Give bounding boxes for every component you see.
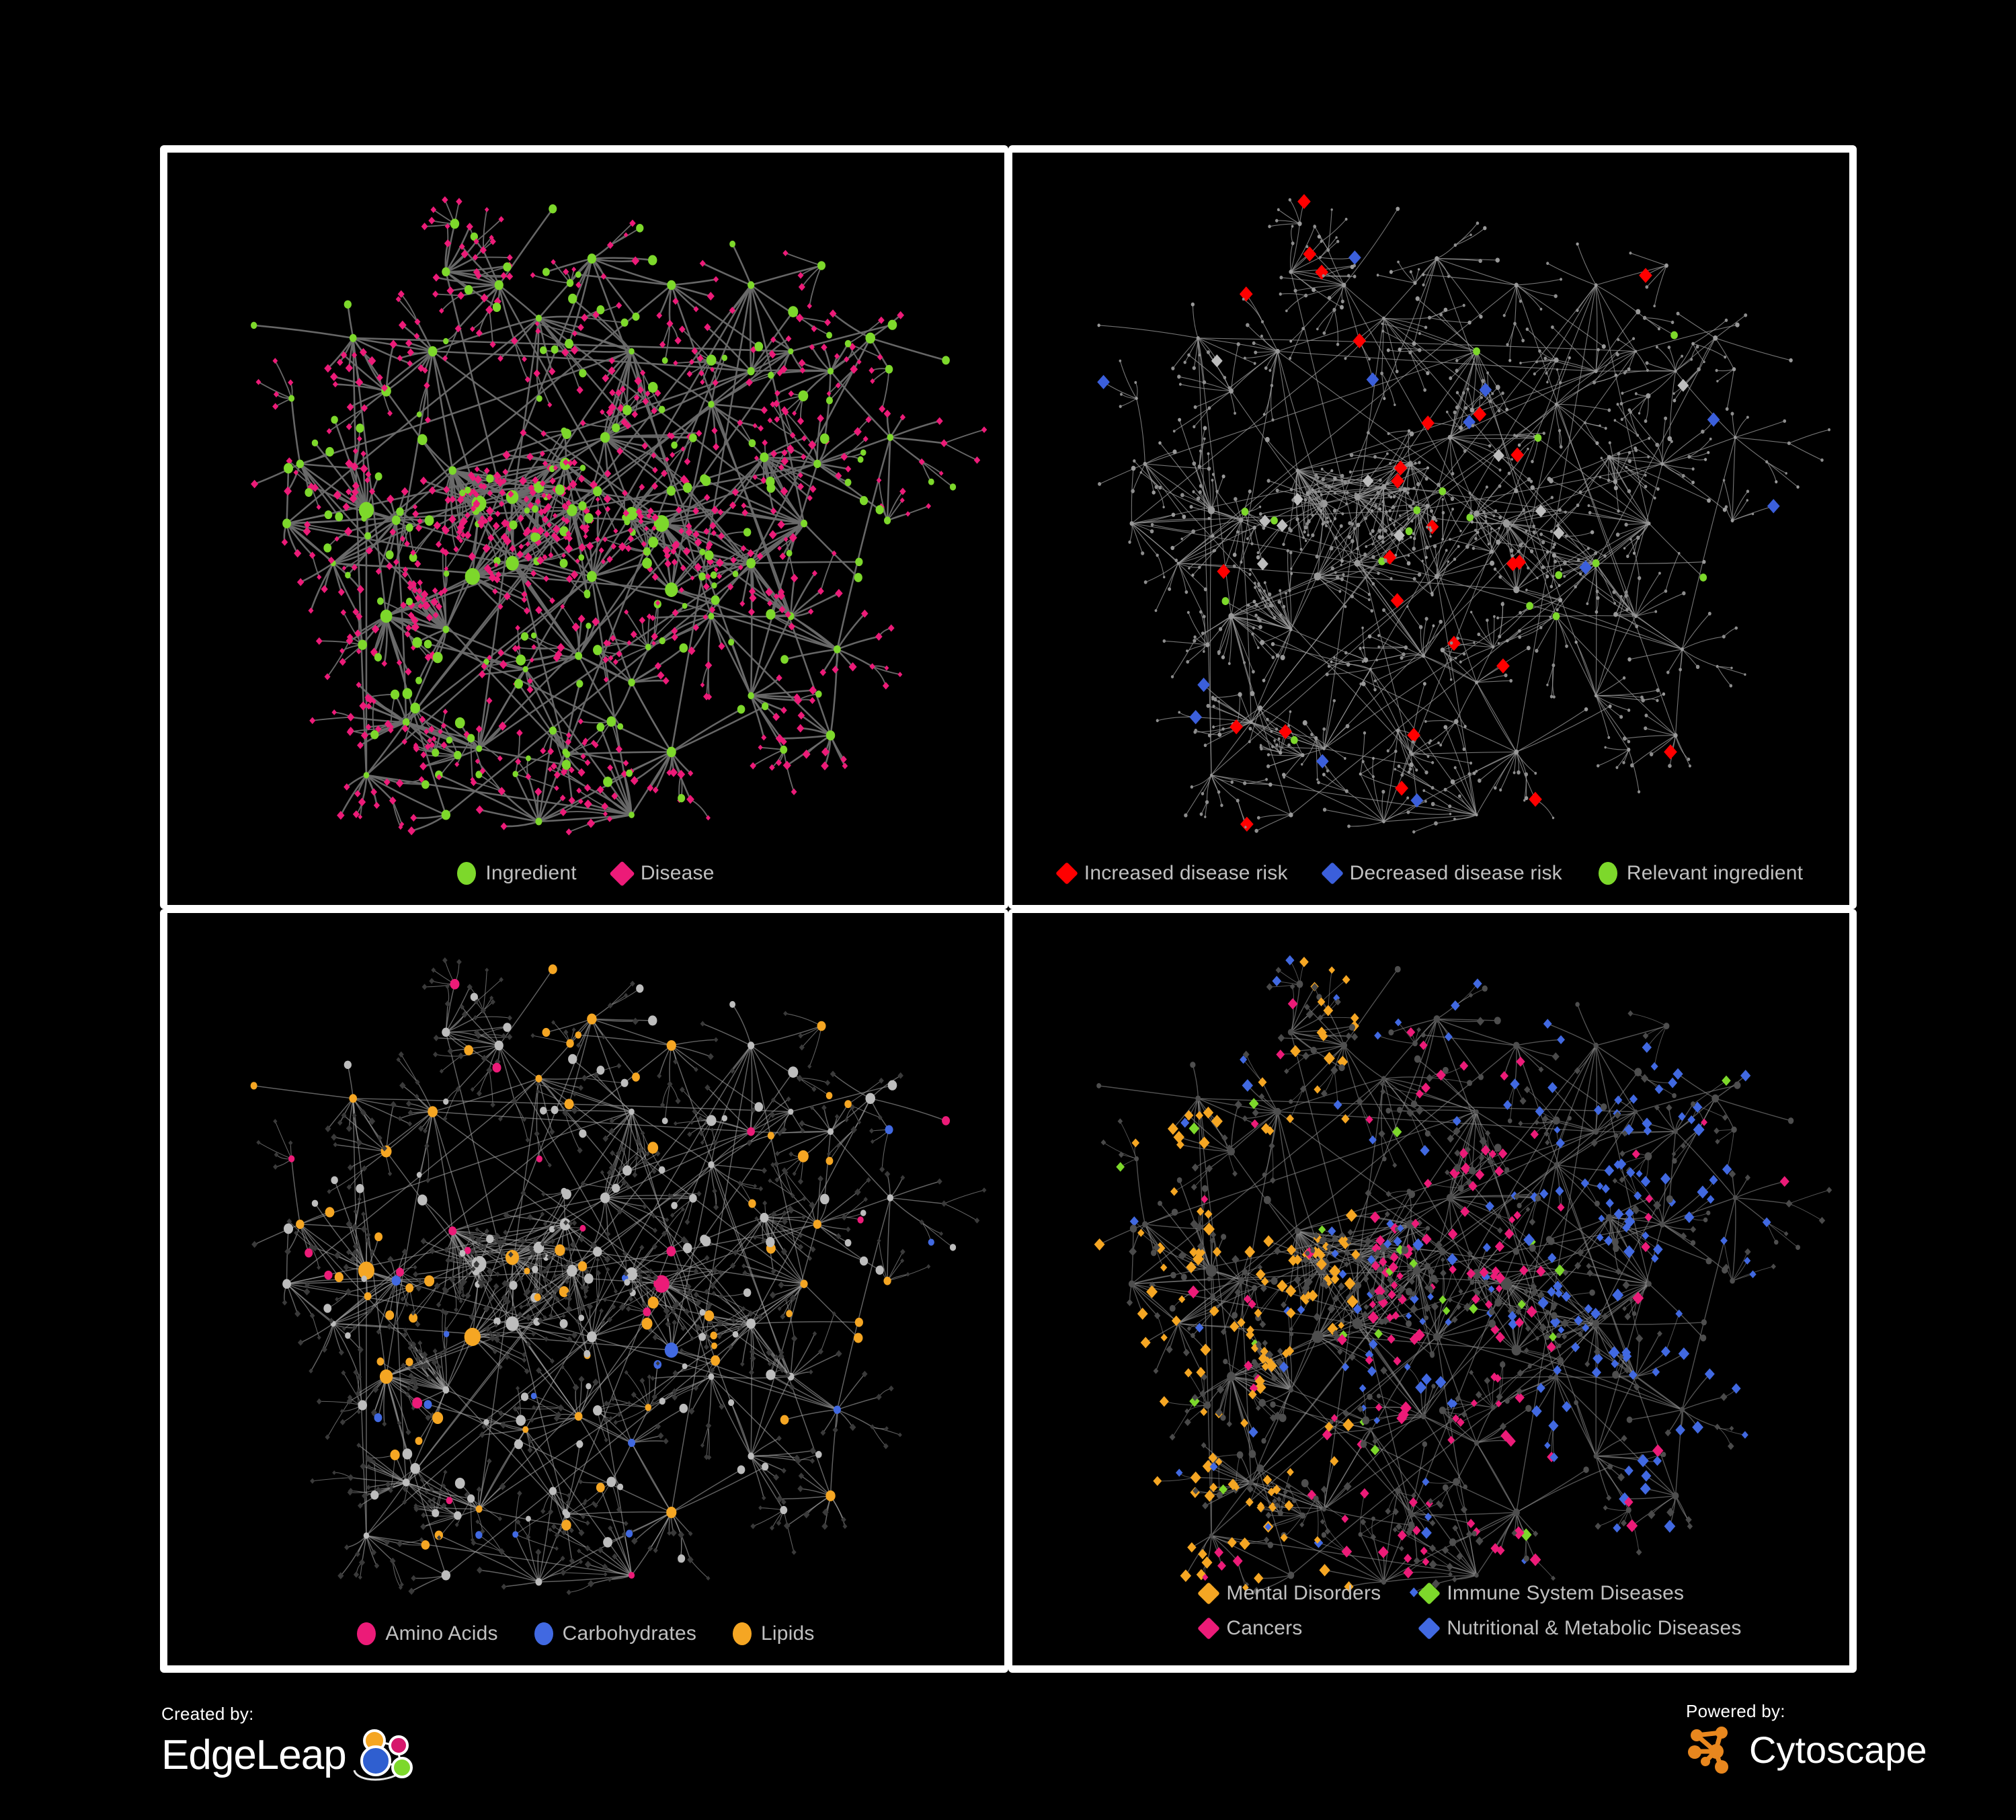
panel-disease-risk[interactable]: Increased disease risk Decreased disease… xyxy=(1008,145,1857,909)
created-by-brand: Created by: EdgeLeap xyxy=(161,1704,417,1784)
cytoscape-wordmark: Cytoscape xyxy=(1749,1729,1927,1771)
network-canvas-disease-risk[interactable] xyxy=(1012,153,1849,905)
edgeleap-logo-row: EdgeLeap xyxy=(161,1727,417,1784)
panel-ingredient-class[interactable]: Amino Acids Carbohydrates Lipids xyxy=(160,909,1008,1673)
cytoscape-node-graph-logo xyxy=(1688,1727,1728,1774)
network-canvas-disease-class[interactable] xyxy=(1012,913,1849,1665)
footer: Created by: EdgeLeap Powered by: xyxy=(0,1677,2016,1820)
powered-by-kicker: Powered by: xyxy=(1686,1701,1785,1721)
network-canvas-ingredient-class[interactable] xyxy=(167,913,1004,1665)
powered-by-brand: Powered by: xyxy=(1686,1701,1927,1776)
cytoscape-logo-row: Cytoscape xyxy=(1686,1725,1927,1776)
edgeleap-wordmark: EdgeLeap xyxy=(161,1732,347,1778)
panel-disease-class[interactable]: Mental Disorders Immune System Diseases … xyxy=(1008,909,1857,1673)
panel-ingredient-disease[interactable]: Ingredient Disease xyxy=(160,145,1008,909)
panel-grid: Ingredient Disease Increased disease ris… xyxy=(160,145,1857,1673)
created-by-kicker: Created by: xyxy=(161,1704,254,1724)
network-canvas-ingredient-disease[interactable] xyxy=(167,153,1004,905)
edgeleap-node-graph-logo xyxy=(353,1729,413,1781)
